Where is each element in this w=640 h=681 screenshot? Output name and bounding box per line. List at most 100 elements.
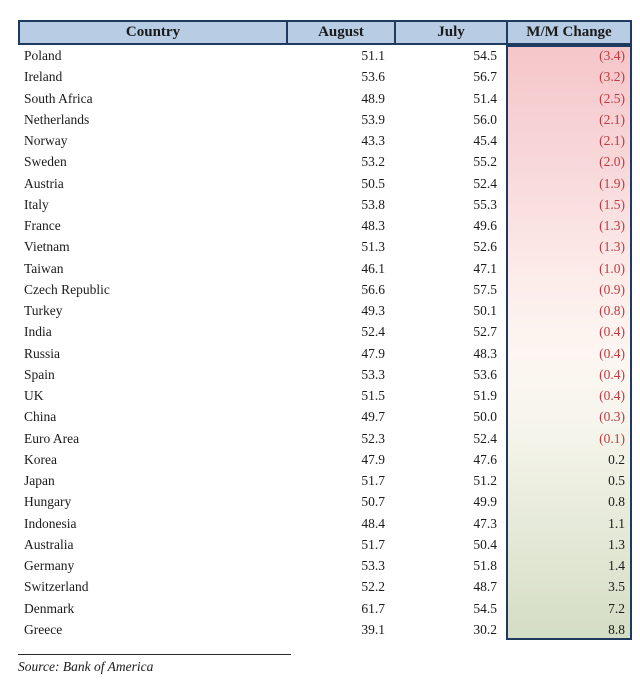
august-cell: 48.3 (361, 218, 385, 233)
table-row: Netherlands 53.9 56.0 (2.1) (18, 109, 632, 130)
country-cell: Hungary (24, 494, 72, 510)
table-row: Switzerland 52.2 48.7 3.5 (18, 576, 632, 597)
table-row: UK 51.5 51.9 (0.4) (18, 385, 632, 406)
change-cell: 1.1 (608, 515, 625, 531)
july-cell: 52.4 (473, 430, 497, 446)
july-cell: 53.6 (473, 366, 497, 382)
august-cell: 52.3 (361, 430, 385, 446)
country-cell: Russia (24, 345, 61, 361)
country-cell: Greece (24, 621, 63, 637)
country-cell: Czech Republic (24, 281, 110, 297)
change-cell: (0.1) (599, 430, 625, 446)
country-cell: Vietnam (24, 239, 70, 255)
change-cell: (1.0) (599, 260, 625, 276)
july-cell: 55.2 (473, 154, 497, 170)
august-cell: 48.9 (361, 90, 385, 106)
august-cell: 53.2 (361, 154, 385, 170)
country-cell: Poland (24, 48, 62, 63)
change-cell: 0.2 (608, 451, 625, 467)
change-cell: 1.3 (608, 536, 625, 552)
change-cell: (0.4) (599, 388, 625, 403)
august-cell: 48.4 (361, 515, 385, 531)
country-cell: South Africa (24, 90, 93, 106)
july-cell: 47.1 (473, 260, 497, 276)
country-cell: UK (24, 388, 44, 403)
table-row: South Africa 48.9 51.4 (2.5) (18, 88, 632, 109)
change-cell: 8.8 (608, 621, 625, 637)
august-cell: 49.3 (361, 303, 385, 318)
country-cell: Australia (24, 536, 74, 552)
august-cell: 50.7 (361, 494, 385, 510)
august-cell: 43.3 (361, 133, 385, 148)
change-cell: 1.4 (608, 558, 625, 573)
august-cell: 50.5 (361, 175, 385, 191)
change-cell: 0.5 (608, 473, 625, 488)
july-cell: 50.0 (473, 409, 497, 425)
table-row: Germany 53.3 51.8 1.4 (18, 555, 632, 576)
july-cell: 50.4 (473, 536, 497, 552)
july-cell: 48.3 (473, 345, 497, 361)
table-row: Japan 51.7 51.2 0.5 (18, 470, 632, 491)
table-row: Ireland 53.6 56.7 (3.2) (18, 66, 632, 87)
july-cell: 48.7 (473, 579, 497, 595)
july-cell: 47.3 (473, 515, 497, 531)
change-cell: (0.4) (599, 366, 625, 382)
change-cell: (2.0) (599, 154, 625, 170)
header-july: July (396, 22, 508, 43)
change-cell: (3.4) (599, 48, 625, 63)
country-cell: Korea (24, 451, 57, 467)
july-cell: 45.4 (473, 133, 497, 148)
july-cell: 52.4 (473, 175, 497, 191)
table-row: Italy 53.8 55.3 (1.5) (18, 194, 632, 215)
july-cell: 52.7 (473, 324, 497, 340)
table-row: Denmark 61.7 54.5 7.2 (18, 598, 632, 619)
change-cell: (0.4) (599, 345, 625, 361)
july-cell: 52.6 (473, 239, 497, 255)
country-cell: Ireland (24, 69, 63, 85)
july-cell: 54.5 (473, 600, 497, 616)
august-cell: 53.3 (361, 558, 385, 573)
august-cell: 51.3 (361, 239, 385, 255)
country-cell: Indonesia (24, 515, 77, 531)
table-row: Sweden 53.2 55.2 (2.0) (18, 151, 632, 172)
august-cell: 61.7 (361, 600, 385, 616)
change-cell: (0.3) (599, 409, 625, 425)
table-row: Hungary 50.7 49.9 0.8 (18, 491, 632, 512)
august-cell: 56.6 (361, 281, 385, 297)
header-august: August (288, 22, 396, 43)
country-cell: France (24, 218, 61, 233)
table-row: Indonesia 48.4 47.3 1.1 (18, 513, 632, 534)
country-cell: Spain (24, 366, 55, 382)
change-cell: (0.4) (599, 324, 625, 340)
july-cell: 54.5 (473, 48, 497, 63)
august-cell: 51.5 (361, 388, 385, 403)
change-cell: (3.2) (599, 69, 625, 85)
country-cell: Denmark (24, 600, 75, 616)
july-cell: 51.9 (473, 388, 497, 403)
change-cell: (1.3) (599, 239, 625, 255)
august-cell: 51.7 (361, 536, 385, 552)
august-cell: 51.7 (361, 473, 385, 488)
table-row: Spain 53.3 53.6 (0.4) (18, 364, 632, 385)
table-row: Czech Republic 56.6 57.5 (0.9) (18, 279, 632, 300)
july-cell: 51.8 (473, 558, 497, 573)
country-cell: Norway (24, 133, 68, 148)
july-cell: 50.1 (473, 303, 497, 318)
july-cell: 49.6 (473, 218, 497, 233)
august-cell: 53.6 (361, 69, 385, 85)
table-header-row: Country August July M/M Change (18, 20, 632, 45)
change-cell: (1.9) (599, 175, 625, 191)
change-cell: (2.1) (599, 111, 625, 127)
table-row: Australia 51.7 50.4 1.3 (18, 534, 632, 555)
country-cell: Turkey (24, 303, 63, 318)
july-cell: 47.6 (473, 451, 497, 467)
change-cell: (1.3) (599, 218, 625, 233)
august-cell: 47.9 (361, 345, 385, 361)
july-cell: 56.0 (473, 111, 497, 127)
country-cell: Sweden (24, 154, 67, 170)
july-cell: 51.2 (473, 473, 497, 488)
august-cell: 53.3 (361, 366, 385, 382)
source-note: Source: Bank of America (18, 659, 154, 674)
august-cell: 47.9 (361, 451, 385, 467)
august-cell: 53.9 (361, 111, 385, 127)
